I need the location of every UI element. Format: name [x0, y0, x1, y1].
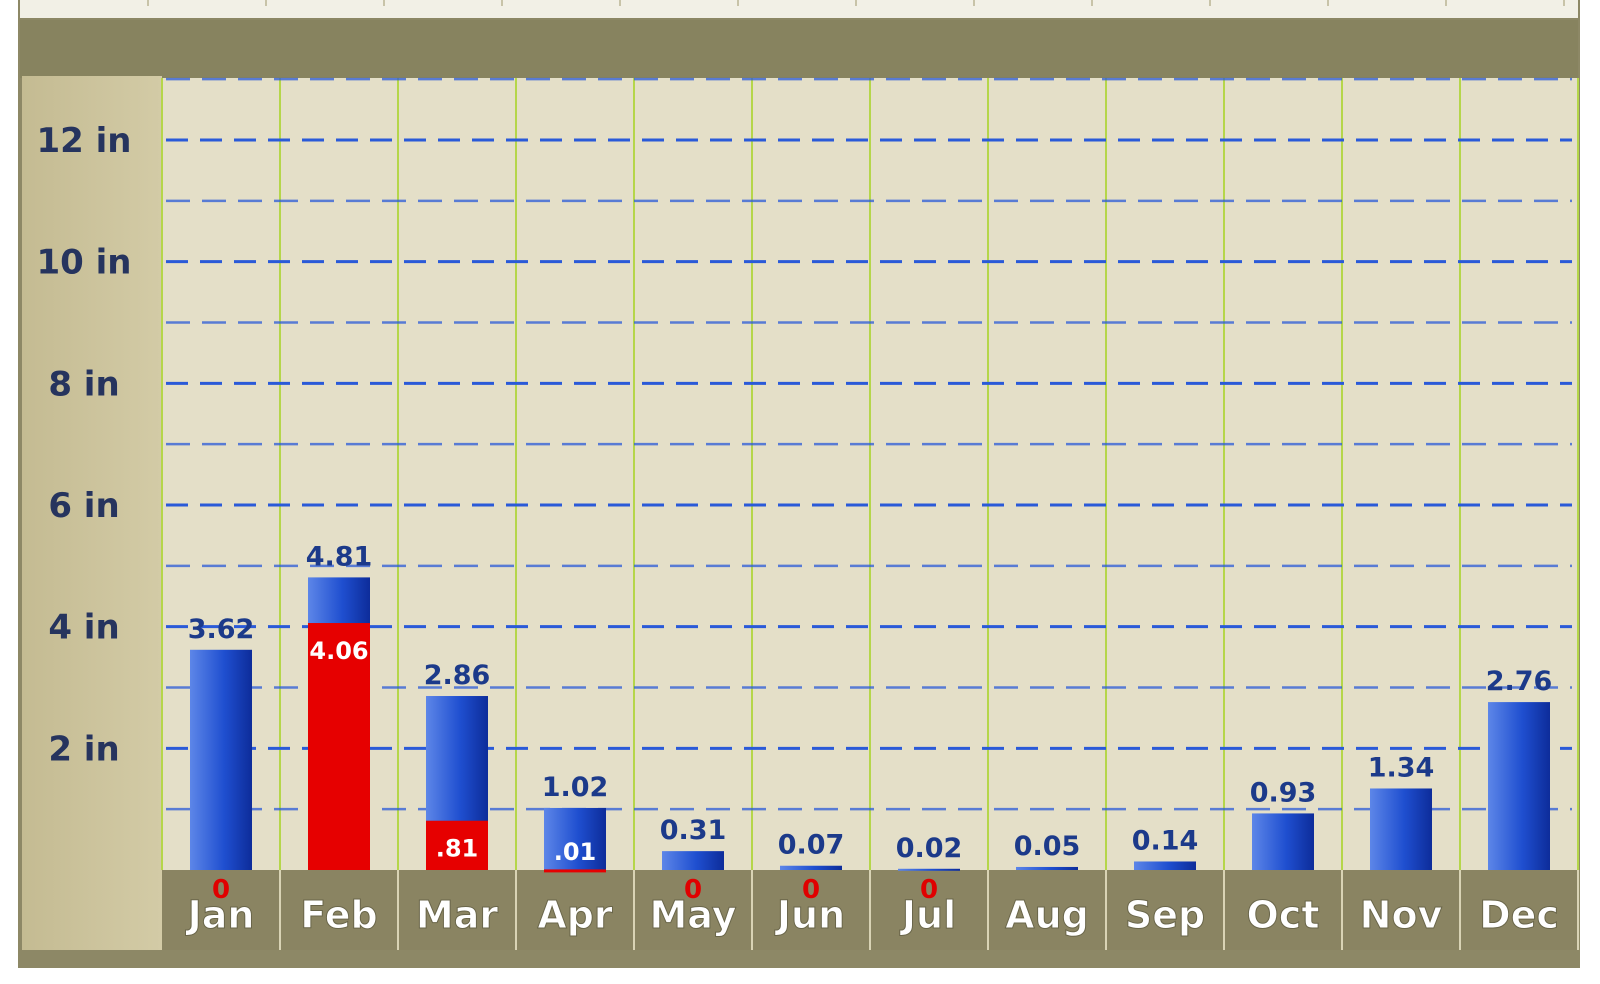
total-value-label: 0.14	[1132, 825, 1199, 856]
value-labels: 3.62 0 4.81 4.06 2.86 .81 1.02 .01 0.31 0 0.07 0 0.0…	[188, 541, 1553, 905]
y-axis-panel	[22, 76, 162, 950]
vertical-gridlines	[161, 78, 1579, 950]
bottom-strip	[20, 950, 1578, 968]
month-label-oct: Oct	[1247, 893, 1320, 937]
bar-total-apr	[544, 807, 606, 870]
total-value-label: 1.34	[1368, 752, 1435, 783]
month-label-aug: Aug	[1005, 893, 1089, 937]
y-tick-label: 8 in	[48, 364, 119, 404]
y-tick-label: 4 in	[48, 608, 119, 648]
bar-total-aug	[1016, 866, 1078, 870]
y-tick-label: 12 in	[36, 121, 131, 161]
total-value-label: 0.05	[1014, 831, 1081, 862]
month-label-jan: Jan	[185, 893, 255, 937]
top-band	[20, 20, 1578, 78]
bar-total-may	[662, 851, 724, 870]
total-value-label: 1.02	[542, 772, 609, 803]
y-tick-label: 10 in	[36, 243, 131, 283]
month-label-dec: Dec	[1479, 893, 1559, 937]
red-value-label: .81	[436, 835, 479, 863]
total-value-label: 3.62	[188, 614, 255, 645]
red-value-label: .01	[554, 838, 597, 866]
month-label-feb: Feb	[300, 893, 377, 937]
bar-total-jun	[780, 865, 842, 870]
top-strip-ticks	[147, 0, 1565, 6]
bar-total-oct	[1252, 813, 1314, 870]
red-zero-label: 0	[920, 875, 938, 905]
bar-red-apr	[544, 869, 606, 873]
bar-total-nov	[1370, 788, 1432, 870]
red-zero-label: 0	[802, 875, 820, 905]
top-strip	[20, 0, 1578, 18]
total-value-label: 2.76	[1486, 666, 1553, 697]
bar-red-feb	[308, 623, 370, 870]
month-label-jul: Jul	[899, 893, 956, 937]
red-zero-label: 0	[684, 875, 702, 905]
month-label-may: May	[649, 893, 736, 937]
month-label-nov: Nov	[1360, 893, 1443, 937]
month-label-apr: Apr	[537, 893, 613, 937]
y-tick-label: 6 in	[48, 486, 119, 526]
month-label-mar: Mar	[416, 893, 498, 937]
total-value-label: 0.02	[896, 833, 963, 864]
y-tick-labels: 2 in 4 in 6 in 8 in 10 in 12 in	[36, 121, 131, 769]
bars	[190, 577, 1550, 873]
month-label-sep: Sep	[1125, 893, 1205, 937]
month-label-jun: Jun	[774, 893, 845, 937]
month-labels: Jan Feb Mar Apr May Jun Jul Aug Sep Oct Nov Dec	[184, 893, 1559, 938]
bar-red-mar	[426, 820, 488, 870]
total-value-label: 0.07	[778, 830, 845, 861]
horizontal-gridlines	[166, 77, 1572, 811]
red-value-label: 4.06	[309, 637, 368, 665]
y-tick-label: 2 in	[48, 729, 119, 769]
bar-total-jan	[190, 649, 252, 870]
total-value-label: 2.86	[424, 660, 491, 691]
bar-total-jul	[898, 868, 960, 871]
bar-total-dec	[1488, 702, 1550, 870]
total-value-label: 0.93	[1250, 777, 1317, 808]
total-value-label: 4.81	[306, 541, 373, 572]
total-value-label: 0.31	[660, 815, 727, 846]
red-zero-label: 0	[212, 875, 230, 905]
bar-total-sep	[1134, 861, 1196, 870]
